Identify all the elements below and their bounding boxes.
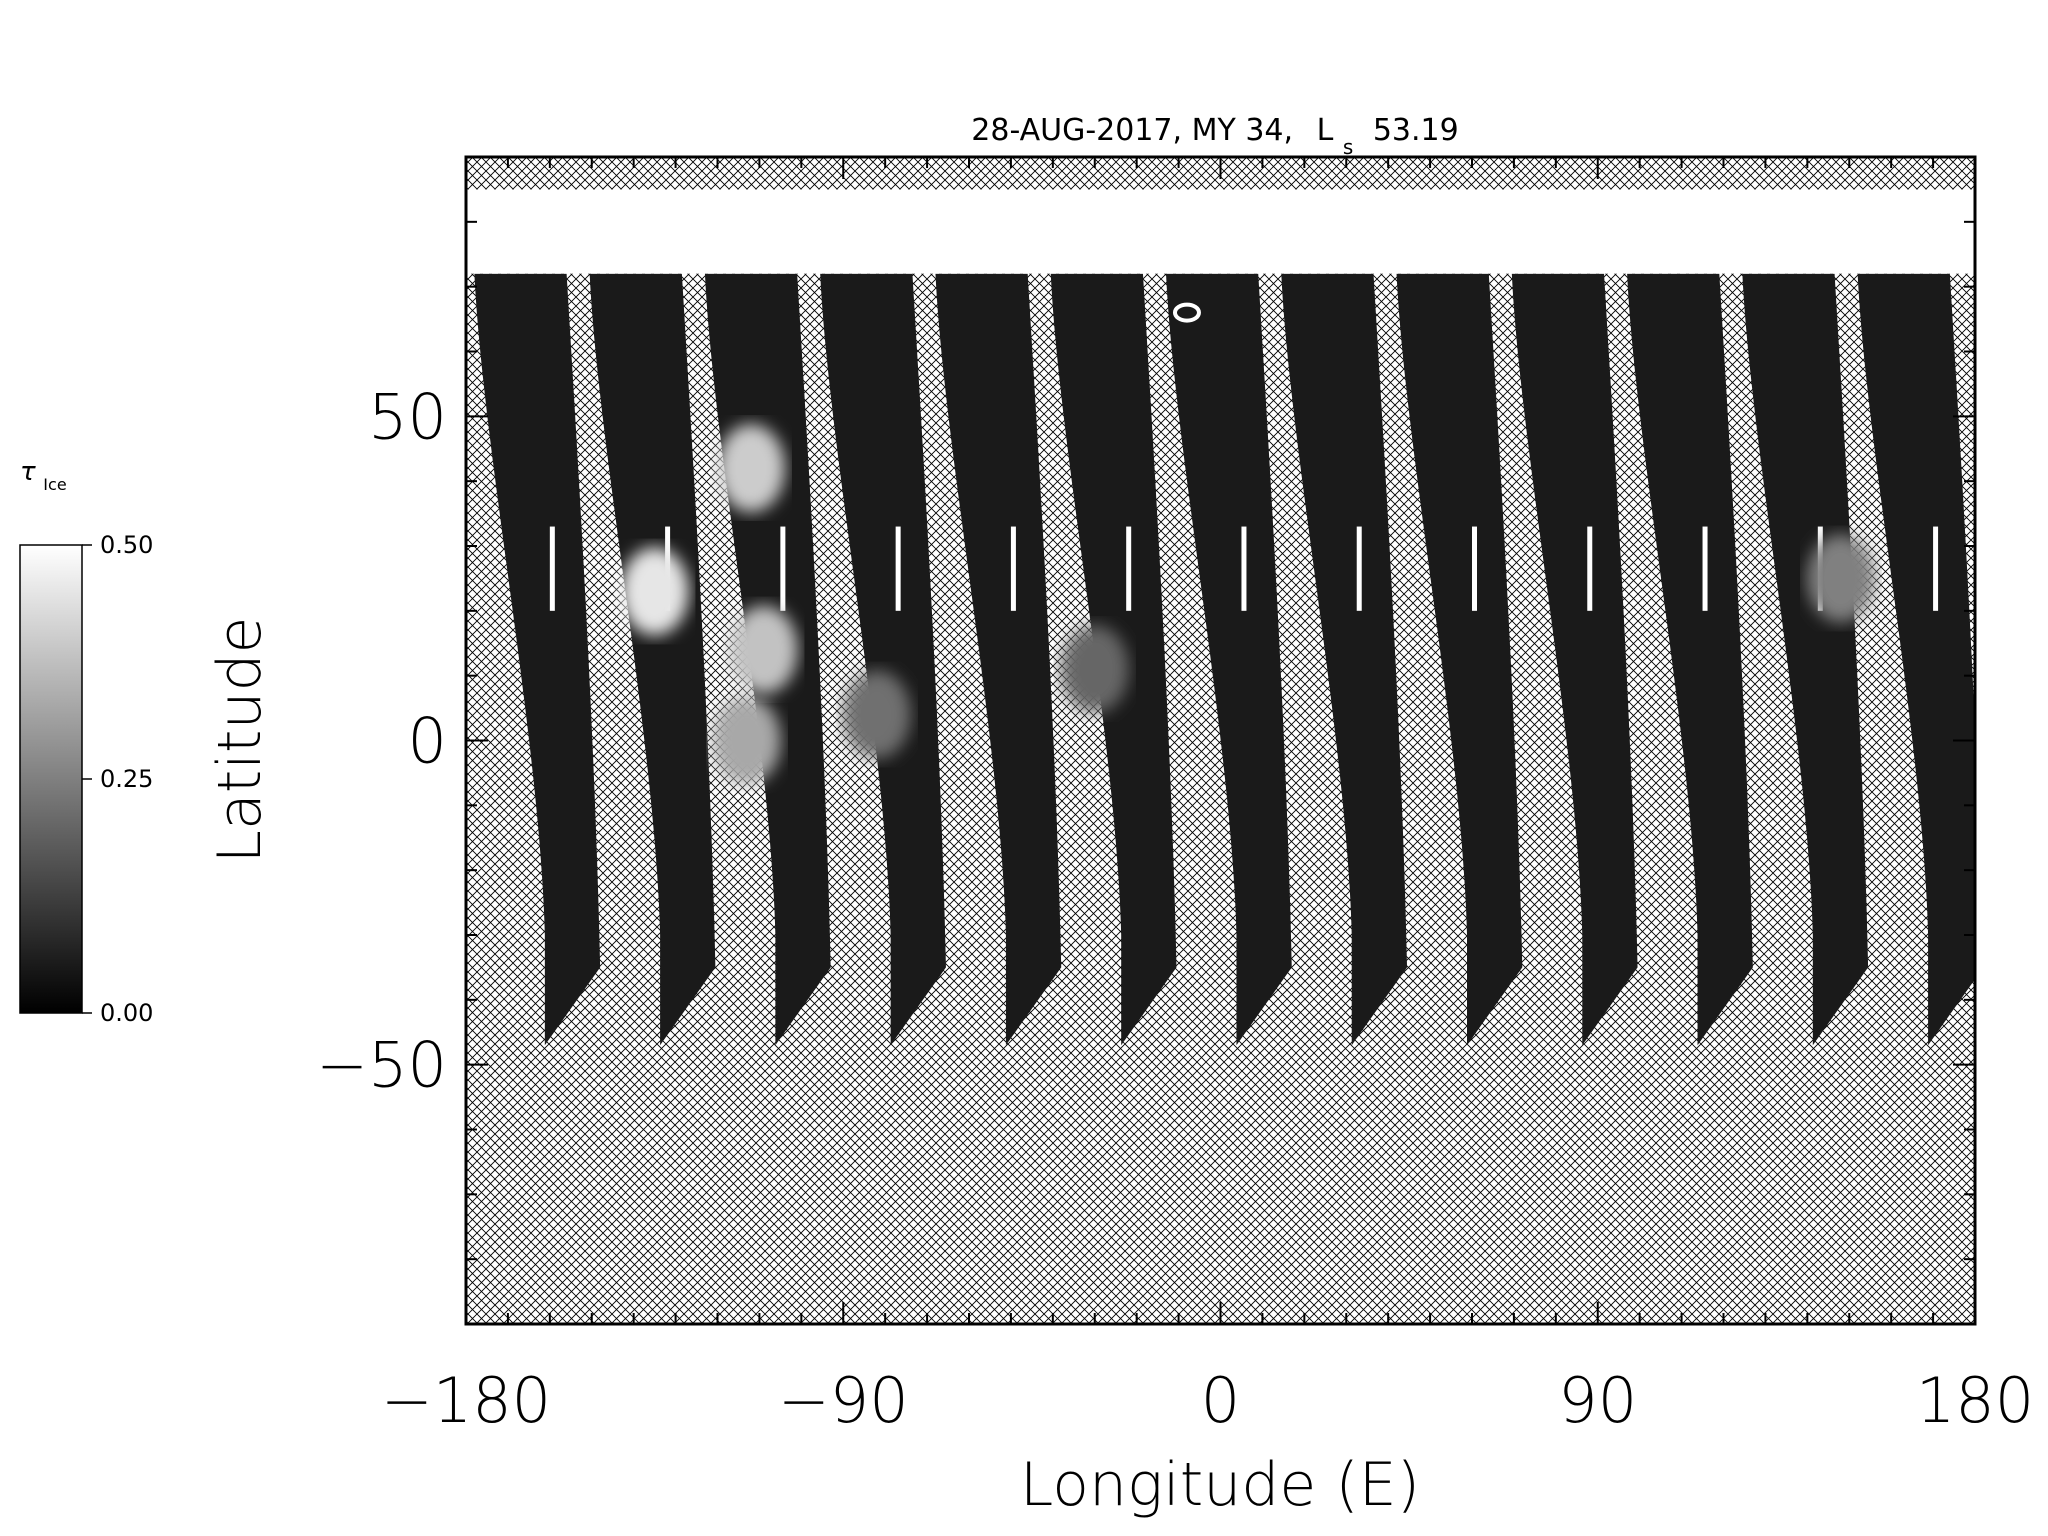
swath-10 [1511, 273, 1638, 1046]
chart-title: 28-AUG-2017, MY 34, L s 53.19 [971, 113, 1458, 162]
swath-1 [474, 273, 601, 1046]
ice-feature-1 [620, 547, 689, 636]
ice-feature-4 [712, 696, 781, 785]
bright-ring-feature [1172, 302, 1201, 323]
swath-4 [820, 273, 946, 1046]
x-tick-label: 0 [1201, 1364, 1240, 1437]
swath-gap-8 [1356, 526, 1362, 611]
y-tick-label: −50 [316, 1029, 447, 1102]
swath-gap-9 [1472, 526, 1477, 611]
x-tick-label: −90 [778, 1364, 909, 1437]
colorbar-title: τ Ice [20, 457, 67, 494]
swath-11 [1627, 273, 1753, 1046]
chart-title-ls-symbol: L [1317, 113, 1334, 148]
ice-feature-3 [729, 605, 798, 694]
colorbar-tick-label: 0.25 [100, 765, 153, 793]
swath-13 [1857, 273, 1975, 1046]
north-polar-cap [466, 189, 1975, 274]
swath-2 [589, 273, 716, 1046]
y-tick-labels: −50 0 50 [316, 380, 447, 1101]
swath-9 [1396, 273, 1523, 1046]
x-axis-title: Longitude (E) [1020, 1450, 1420, 1520]
swath-gap-1 [549, 526, 555, 611]
swath-5 [935, 273, 1062, 1046]
colorbar-title-subscript: Ice [43, 475, 66, 494]
swath-gap-7 [1241, 526, 1247, 611]
swath-gap-5 [1010, 526, 1016, 611]
chart-title-main: 28-AUG-2017, MY 34, [971, 113, 1293, 148]
chart-title-ls-subscript: s [1343, 135, 1353, 159]
y-tick-label: 0 [408, 705, 447, 778]
y-tick-label: 50 [368, 380, 447, 453]
swath-8 [1281, 273, 1408, 1046]
x-tick-labels: −180 −90 0 90 180 [381, 1364, 2034, 1437]
colorbar-gradient [19, 544, 83, 1014]
colorbar-title-symbol: τ [20, 457, 36, 487]
swath-gap-3 [780, 526, 786, 611]
x-tick-label: 180 [1916, 1364, 2034, 1437]
colorbar-tick-label: 0.50 [100, 531, 153, 559]
plot-area [464, 155, 1977, 1326]
x-tick-label: −180 [381, 1364, 551, 1437]
swath-gap-13 [1933, 526, 1939, 611]
bright-ring [1172, 302, 1201, 323]
ice-cloud-features [620, 424, 1875, 785]
colorbar-ticks: 0.00 0.25 0.50 [82, 531, 153, 1027]
ice-feature-5 [842, 670, 911, 759]
ice-feature-7 [1806, 534, 1875, 623]
ice-feature-2 [717, 424, 786, 513]
swath-12 [1742, 273, 1869, 1046]
swath-gap-4 [895, 526, 901, 611]
axis-ticks [465, 156, 1976, 1325]
ice-feature-6 [1060, 625, 1129, 714]
colorbar: τ Ice 0.00 0.25 0.50 [19, 457, 153, 1027]
x-tick-label: 90 [1558, 1364, 1637, 1437]
swath-gap-6 [1126, 526, 1132, 611]
swath-7 [1166, 273, 1292, 1046]
colorbar-tick-label: 0.00 [100, 999, 153, 1027]
swath-gap-10 [1587, 526, 1593, 611]
swath-gap-11 [1702, 526, 1708, 611]
chart-title-ls-value: 53.19 [1373, 113, 1459, 148]
y-axis-title: Latitude [205, 617, 275, 864]
